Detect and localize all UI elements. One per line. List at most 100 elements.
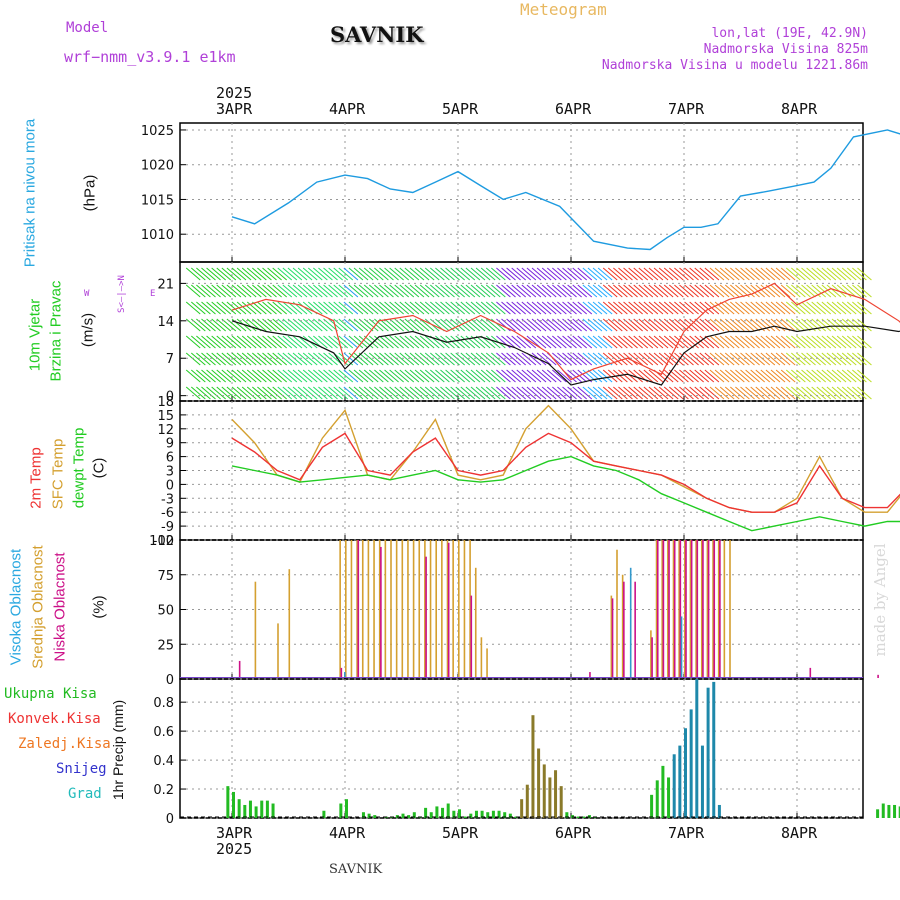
wind-barb <box>796 335 811 349</box>
wind-barb <box>546 301 562 315</box>
cloud-bar <box>435 540 437 678</box>
wind-tick-label: 7 <box>166 352 174 367</box>
wind-barb <box>623 301 638 315</box>
wind-barb <box>475 284 491 298</box>
wind-barb <box>460 386 476 400</box>
wind-barb <box>333 267 349 281</box>
wind-barb <box>567 284 582 298</box>
wind-barb <box>501 267 516 281</box>
wind-barb <box>506 318 521 332</box>
wind-barb <box>770 352 786 366</box>
wind-barb <box>602 386 618 400</box>
wind-barb <box>399 352 415 366</box>
temp-tick-label: -12 <box>153 534 174 549</box>
wind-barb <box>409 284 425 298</box>
wind-barb <box>190 352 206 366</box>
wind-barb <box>546 335 562 349</box>
wind-barb <box>714 369 730 383</box>
wind-barb <box>419 335 435 349</box>
wind-barb <box>668 369 684 383</box>
precip-bar <box>412 812 416 818</box>
wind-barb <box>811 386 827 400</box>
cloud-bar <box>809 667 812 678</box>
model-elevation-label: Nadmorska Visina u modelu 1221.86m <box>601 58 868 73</box>
wind-barb <box>501 301 516 315</box>
wind-barb <box>806 318 821 332</box>
wind-barb <box>394 267 410 281</box>
cloud-tick-label: 50 <box>157 604 174 619</box>
wind-barb <box>267 284 282 298</box>
wind-barb <box>841 335 857 349</box>
precip-bar <box>672 754 676 818</box>
wind-barb <box>648 335 664 349</box>
wind-barb <box>760 335 776 349</box>
precip-bar <box>565 812 569 818</box>
wind-barb <box>541 386 557 400</box>
wind-barb <box>429 386 445 400</box>
cloud-bar <box>719 540 721 678</box>
wind-barb <box>404 301 420 315</box>
wind-barb <box>267 352 282 366</box>
wind-barb <box>811 301 827 315</box>
wind-barb <box>262 267 277 281</box>
wind-barb <box>216 386 232 400</box>
cloud-bar <box>685 540 687 678</box>
wind-barb <box>292 369 308 383</box>
wind-barb <box>719 267 735 281</box>
temp-tick-label: -6 <box>161 506 174 521</box>
wind-barb <box>196 335 211 349</box>
wind-barb <box>379 318 394 332</box>
wind-barb <box>318 369 333 383</box>
wind-barb <box>424 284 440 298</box>
wind-barb <box>287 335 303 349</box>
wind-barb <box>389 284 404 298</box>
wind-barb <box>496 386 511 400</box>
wind-barb <box>190 335 206 349</box>
wind-barb <box>628 284 643 298</box>
wind-barb <box>663 386 679 400</box>
wind-barb <box>755 284 771 298</box>
bottom-day-1: 4APR <box>329 824 366 842</box>
wind-barb <box>419 352 435 366</box>
temp-tick-label: -9 <box>161 520 174 535</box>
wind-barb <box>333 386 349 400</box>
wind-barb <box>735 335 750 349</box>
wind-barb <box>307 386 323 400</box>
wind-barb <box>623 386 638 400</box>
wind-barb <box>765 335 781 349</box>
precip-bar <box>559 786 563 818</box>
wind-barb <box>374 335 389 349</box>
wind-barb <box>740 267 755 281</box>
wind-barb <box>236 352 252 366</box>
wind-barb <box>516 267 532 281</box>
precip-bar <box>700 745 704 818</box>
wind-barb <box>353 386 369 400</box>
wind-barb <box>196 267 211 281</box>
wind-barb <box>765 284 781 298</box>
wind-barb <box>302 267 318 281</box>
wind-barb <box>704 335 720 349</box>
wind-barb <box>348 284 364 298</box>
precip-bar <box>531 715 535 818</box>
wind-barb <box>740 284 755 298</box>
wind-barb <box>226 301 242 315</box>
wind-barb <box>348 386 364 400</box>
wind-barb <box>358 267 374 281</box>
wind-barb <box>323 267 338 281</box>
sfc-temp-line <box>231 404 900 513</box>
wind-barb <box>374 369 389 383</box>
wind-barb <box>292 335 308 349</box>
wind-barb <box>318 335 333 349</box>
wind-barb <box>831 301 847 315</box>
precip-bar <box>435 806 439 818</box>
wind-barb <box>704 267 720 281</box>
wind-tick-label: 0 <box>166 390 174 405</box>
meteogram-title: Meteogram <box>520 0 607 19</box>
wind-barb <box>735 318 750 332</box>
wind-barb <box>531 267 547 281</box>
wind-barb <box>836 369 852 383</box>
wind-barb <box>628 267 643 281</box>
wind-barb <box>587 318 603 332</box>
wind-barb <box>836 284 852 298</box>
precip-bar <box>458 809 461 818</box>
